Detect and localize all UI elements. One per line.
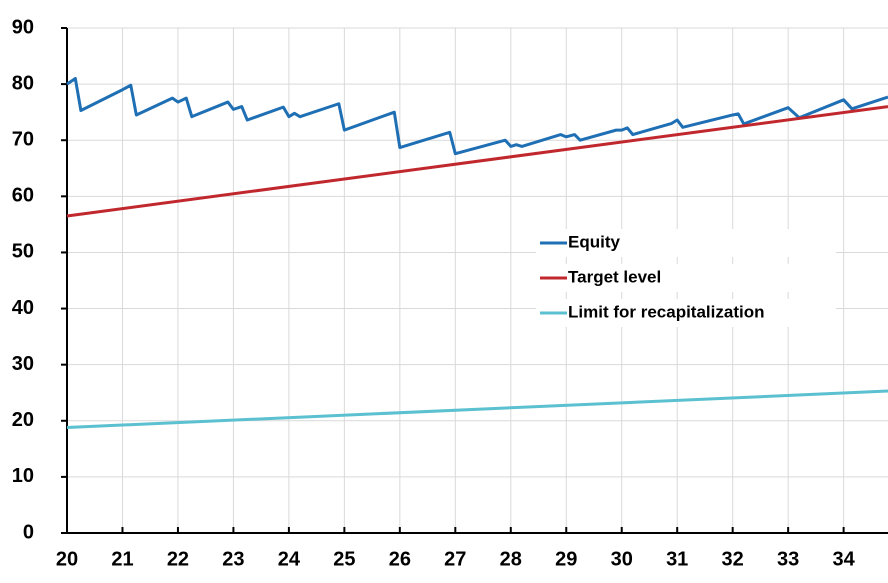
series-line: [66, 77, 888, 156]
y-tick-label: 40: [12, 297, 34, 319]
x-tick-label: 28: [500, 548, 522, 570]
x-tick-label: 24: [278, 548, 301, 570]
x-tick-label: 21: [111, 548, 133, 570]
y-tick-label: 0: [23, 521, 34, 543]
series-line: [66, 105, 888, 218]
x-tick-label: 23: [222, 548, 244, 570]
y-tick-label: 30: [12, 353, 34, 375]
x-tick-label: 31: [666, 548, 688, 570]
x-tick-label: 22: [167, 548, 189, 570]
x-tick-label: 32: [722, 548, 744, 570]
x-tick-label: 26: [389, 548, 411, 570]
x-tick-label: 27: [444, 548, 466, 570]
y-tick-label: 10: [12, 465, 34, 487]
y-tick-label: 60: [12, 185, 34, 207]
y-tick-label: 70: [12, 129, 34, 151]
x-tick-label: 34: [832, 548, 855, 570]
y-tick-label: 20: [12, 409, 34, 431]
legend-label: Target level: [568, 267, 661, 286]
x-tick-label: 30: [611, 548, 633, 570]
legend-bg: [536, 264, 836, 292]
legend-label: Limit for recapitalization: [568, 302, 764, 321]
series-line: [66, 389, 888, 430]
x-tick-label: 20: [56, 548, 78, 570]
y-tick-label: 80: [12, 72, 34, 94]
y-tick-label: 50: [12, 241, 34, 263]
legend-bg: [536, 229, 836, 257]
y-tick-label: 90: [12, 16, 34, 38]
x-tick-label: 33: [777, 548, 799, 570]
legend-bg: [536, 299, 836, 327]
x-tick-label: 29: [555, 548, 577, 570]
x-tick-label: 25: [333, 548, 355, 570]
legend-label: Equity: [568, 232, 620, 251]
